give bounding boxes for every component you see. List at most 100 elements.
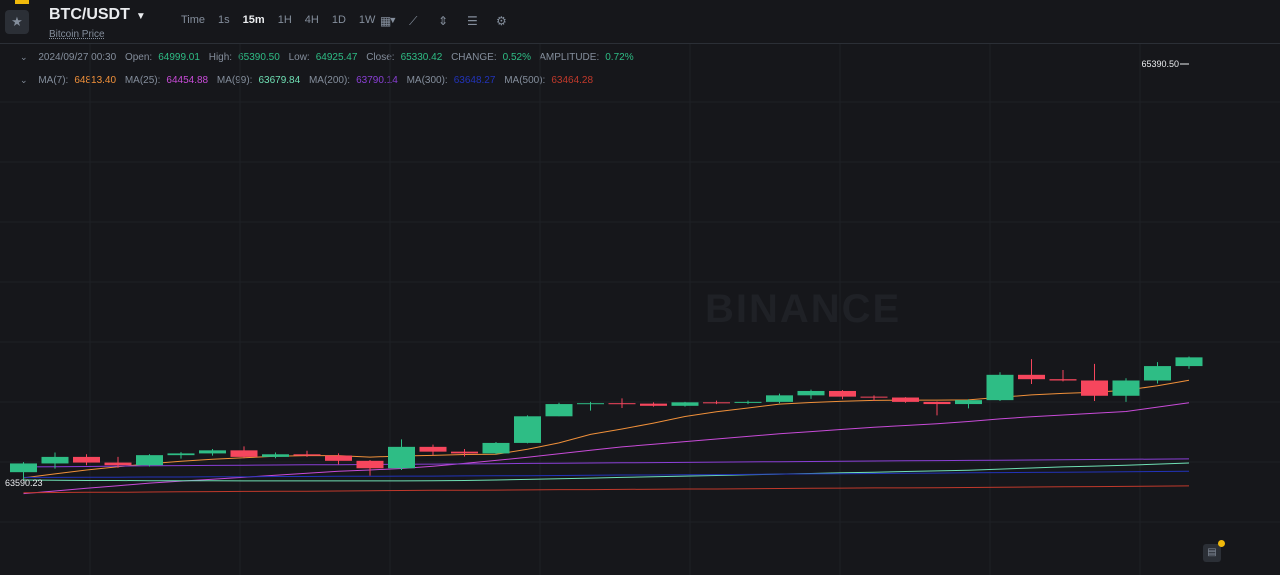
interval-1s[interactable]: 1s: [218, 14, 230, 26]
candle-body: [860, 396, 888, 398]
pair-selector[interactable]: BTC/USDT ▼: [49, 6, 146, 24]
candle-body: [734, 401, 762, 403]
top-toolbar: ★ BTC/USDT ▼ Bitcoin Price Time 1s 15m 1H…: [0, 0, 1280, 44]
ma300-value: 63648.27: [453, 75, 496, 86]
ohlc-legend: ⌄ 2024/09/27 00:30 Open: 64999.01 High: 65…: [20, 52, 640, 63]
high-value: 65390.50: [238, 52, 280, 63]
candle-body: [293, 454, 321, 456]
candle-body: [1175, 357, 1203, 367]
candle-body: [703, 402, 730, 404]
ma7-label: MA(7):: [38, 75, 69, 86]
binance-watermark: BINANCE: [705, 287, 902, 331]
candle-body: [986, 374, 1014, 401]
interval-4h[interactable]: 4H: [304, 14, 319, 26]
candle-body: [356, 460, 384, 469]
candle-body: [73, 456, 100, 463]
candle-body: [1144, 366, 1171, 381]
candle-body: [419, 446, 447, 452]
ticker-panel-icon[interactable]: ▤: [1203, 544, 1221, 562]
candle-body: [482, 442, 510, 454]
indicator-icon[interactable]: ⟋: [409, 14, 418, 28]
low-value: 64925.47: [315, 52, 358, 63]
brand-accent-mark: [15, 0, 29, 4]
high-marker-label: 65390.50: [1141, 59, 1179, 69]
calendar-icon[interactable]: ▦: [380, 14, 392, 28]
close-value: 65330.42: [400, 52, 443, 63]
candle-body: [608, 403, 636, 405]
candle-body: [262, 454, 289, 457]
ma99-label: MA(99):: [216, 75, 253, 86]
high-label: High:: [208, 52, 233, 63]
ma-line-ma25: [23, 402, 1190, 495]
ma300-label: MA(300):: [406, 75, 448, 86]
candle-body: [199, 450, 226, 454]
candle-body: [325, 455, 352, 461]
candle-body: [167, 453, 195, 456]
interval-1d[interactable]: 1D: [331, 14, 346, 26]
interval-1h[interactable]: 1H: [277, 14, 292, 26]
candle-body: [1081, 380, 1108, 396]
ma-line-ma99: [23, 462, 1190, 482]
candle-body: [41, 456, 69, 464]
pair-subtitle-link[interactable]: Bitcoin Price: [49, 29, 105, 40]
change-label: CHANGE:: [451, 52, 497, 63]
candle-body: [640, 403, 667, 406]
candle-body: [10, 463, 37, 473]
pair-title: BTC/USDT: [49, 6, 130, 23]
candle-body: [388, 446, 415, 469]
candle-body: [797, 390, 825, 396]
ma-line-ma300: [23, 470, 1190, 478]
low-marker-label: 63590.23: [5, 478, 43, 488]
ma25-value: 64454.88: [166, 75, 209, 86]
favorite-star-icon[interactable]: ★: [5, 10, 29, 34]
candle-body: [1018, 374, 1045, 380]
interval-15m[interactable]: 15m: [242, 14, 265, 26]
candle-body: [955, 400, 982, 405]
interval-more-chevron-icon[interactable]: ▼: [388, 15, 398, 25]
candle-body: [671, 402, 699, 406]
notification-dot: [1218, 540, 1225, 547]
ma99-value: 63679.84: [258, 75, 301, 86]
ma-line-ma500: [23, 485, 1190, 494]
caret-down-icon: ▼: [135, 11, 146, 22]
gear-icon[interactable]: ⚙: [496, 14, 507, 28]
ma-legend: ⌄ MA(7): 64813.40 MA(25): 64454.88 MA(99):…: [20, 75, 599, 86]
candle-body: [451, 451, 478, 454]
ma25-label: MA(25):: [124, 75, 161, 86]
interval-time[interactable]: Time: [181, 14, 206, 26]
amplitude-label: AMPLITUDE:: [539, 52, 600, 63]
candle-type-icon[interactable]: ⇕: [438, 14, 449, 28]
candle-body: [766, 395, 793, 402]
low-label: Low:: [288, 52, 310, 63]
open-value: 64999.01: [158, 52, 200, 63]
candle-body: [1112, 380, 1140, 396]
settings-sliders-icon[interactable]: ☰: [467, 14, 478, 28]
candle-body: [104, 462, 132, 466]
ma-line-ma200: [23, 458, 1190, 468]
candle-body: [577, 403, 604, 405]
change-value: 0.52%: [502, 52, 531, 63]
candle-body: [829, 390, 856, 397]
candle-date: 2024/09/27 00:30: [38, 52, 117, 63]
interval-selector: Time 1s 15m 1H 4H 1D 1W ▼: [181, 14, 411, 26]
close-label: Close:: [366, 52, 395, 63]
ma7-value: 64813.40: [74, 75, 117, 86]
open-label: Open:: [124, 52, 153, 63]
candle-body: [136, 455, 163, 466]
amplitude-value: 0.72%: [605, 52, 634, 63]
candle-body: [923, 401, 951, 405]
ma200-label: MA(200):: [308, 75, 351, 86]
candle-body: [230, 450, 258, 457]
collapse-chevron-icon[interactable]: ⌄: [20, 52, 28, 62]
candle-body: [545, 404, 573, 417]
interval-1w[interactable]: 1W: [358, 14, 376, 26]
ma-collapse-chevron-icon[interactable]: ⌄: [20, 75, 28, 85]
candle-body: [1049, 379, 1077, 381]
candle-body: [892, 397, 919, 402]
ma500-label: MA(500):: [504, 75, 546, 86]
candle-body: [514, 416, 541, 443]
ma200-value: 63790.14: [356, 75, 398, 86]
chart-tools: ▦ ⟋ ⇕ ☰ ⚙: [380, 14, 525, 29]
ma500-value: 63464.28: [551, 75, 594, 86]
